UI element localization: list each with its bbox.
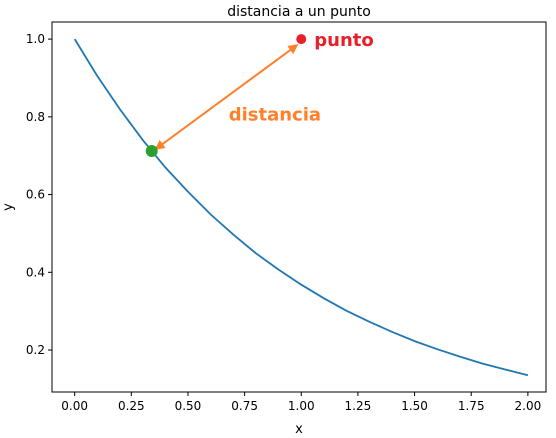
y-tick-label: 0.4 (26, 265, 45, 279)
y-axis-title: y (1, 203, 16, 211)
x-tick-label: 1.50 (401, 399, 428, 413)
x-tick-label: 1.75 (458, 399, 485, 413)
chart-title: distancia a un punto (227, 4, 371, 20)
annotation-layer: distancia (154, 44, 321, 150)
y-axis: 0.2 0.4 0.6 0.8 1.0 (26, 32, 52, 357)
x-tick-label: 0.75 (231, 399, 258, 413)
point-label-0: punto (314, 30, 373, 51)
y-tick-label: 0.2 (26, 343, 45, 357)
y-tick-label: 0.8 (26, 110, 45, 124)
x-tick-label: 1.00 (288, 399, 315, 413)
x-tick-label: 0.50 (175, 399, 202, 413)
x-tick-label: 1.25 (345, 399, 372, 413)
annotation-label: distancia (229, 105, 321, 126)
y-tick-label: 0.6 (26, 188, 45, 202)
x-axis-title: x (295, 422, 303, 437)
y-tick-label: 1.0 (26, 32, 45, 46)
plot-frame (51, 21, 547, 393)
point-1 (145, 145, 158, 158)
points-layer: punto (145, 30, 374, 158)
x-tick-label: 2.00 (515, 399, 542, 413)
x-axis: 0.00 0.25 0.50 0.75 1.00 1.25 1.50 1.75 2.00 (61, 392, 541, 413)
point-0 (296, 34, 307, 45)
x-tick-label: 0.00 (61, 399, 88, 413)
plot-background (52, 22, 546, 392)
x-tick-label: 0.25 (118, 399, 145, 413)
distance-arrow (154, 44, 299, 150)
